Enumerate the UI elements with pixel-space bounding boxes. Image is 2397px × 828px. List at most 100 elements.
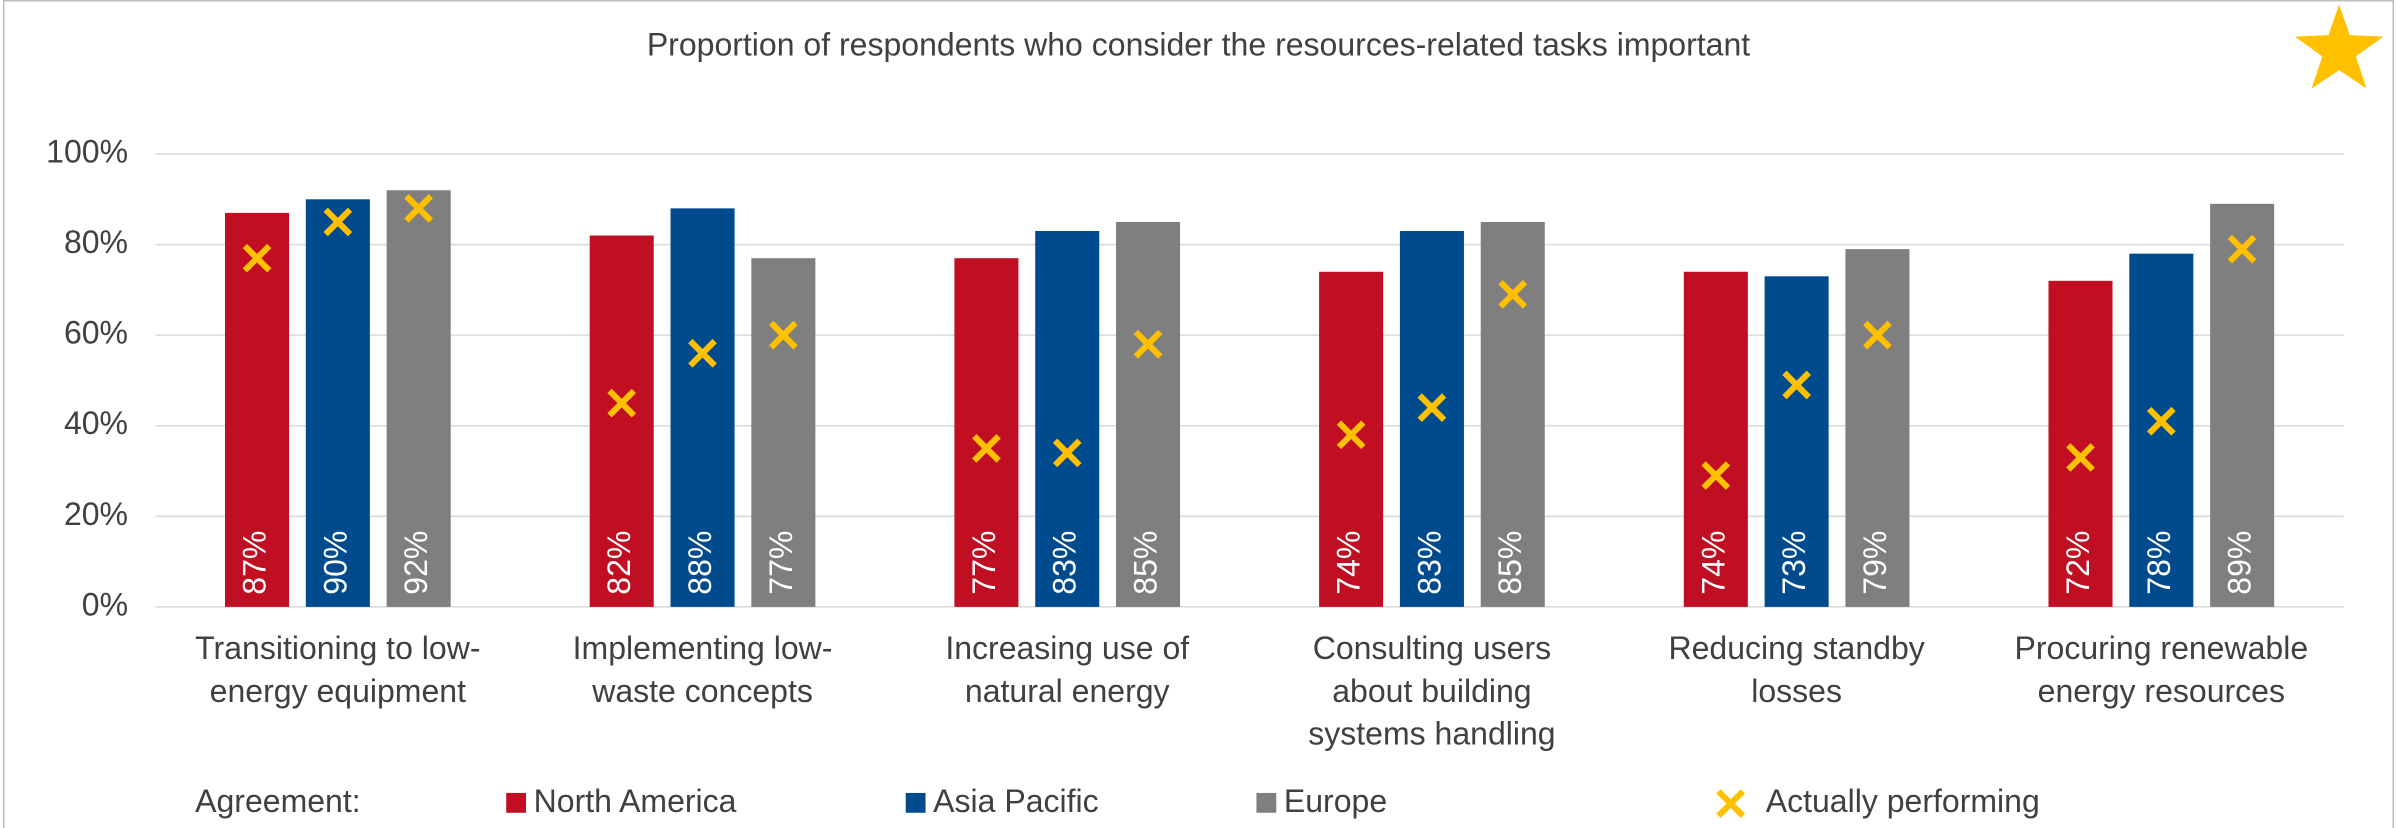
performing-marker-stroke — [1782, 370, 1811, 400]
x-tick-label-line: Implementing low- — [573, 631, 833, 667]
legend-marker — [1716, 789, 1746, 818]
performing-marker — [404, 194, 434, 223]
performing-marker — [972, 434, 1001, 463]
bar — [386, 190, 451, 607]
bar — [2129, 253, 2194, 607]
legend-label: Actually performing — [1766, 783, 2040, 819]
bar — [670, 208, 735, 607]
legend-label: Asia Pacific — [933, 783, 1098, 819]
performing-marker-stroke — [1336, 420, 1366, 450]
bar — [1319, 271, 1384, 607]
value-label: 88% — [682, 531, 718, 595]
performing-marker — [323, 207, 353, 237]
value-label: 73% — [1776, 531, 1812, 595]
x-tick-label-line: about building — [1332, 673, 1531, 709]
bar — [1116, 221, 1181, 607]
bar — [305, 199, 370, 607]
x-tick-label: Implementing low-waste concepts — [573, 631, 833, 710]
performing-marker-stroke — [2146, 406, 2176, 436]
x-tick-label-line: natural energy — [965, 673, 1170, 709]
performing-marker-stroke — [688, 338, 717, 368]
performing-marker — [1133, 329, 1163, 359]
x-tick-label-line: Consulting users — [1313, 631, 1551, 667]
performing-marker — [1498, 280, 1528, 309]
x-tick-label: Transitioning to low-energy equipment — [195, 631, 480, 710]
value-label: 87% — [236, 531, 272, 595]
performing-marker — [1052, 438, 1082, 468]
value-label: 85% — [1128, 531, 1164, 595]
y-tick-label: 60% — [64, 315, 128, 351]
value-label: 77% — [763, 531, 799, 595]
performing-marker-stroke — [1863, 320, 1892, 350]
bar — [954, 258, 1019, 607]
value-label: 74% — [1331, 531, 1367, 595]
performing-marker-stroke — [607, 388, 637, 418]
legend-marker-stroke — [1716, 789, 1746, 818]
x-tick-label-line: energy equipment — [210, 673, 466, 709]
x-tick-label-line: systems handling — [1308, 716, 1555, 752]
bar — [589, 235, 654, 607]
x-tick-label-line: waste concepts — [591, 673, 813, 709]
performing-marker-stroke — [323, 207, 353, 237]
performing-marker — [1701, 461, 1731, 490]
performing-marker-stroke — [1417, 393, 1447, 422]
performing-marker-stroke — [2066, 443, 2095, 472]
x-tick-label: Consulting users about building systems ha… — [1308, 631, 1555, 752]
performing-marker — [2146, 406, 2176, 436]
bar — [225, 212, 290, 607]
performing-marker — [1336, 420, 1366, 450]
value-label: 72% — [2060, 531, 2096, 595]
y-tick-label: 20% — [64, 496, 128, 532]
bar — [1399, 231, 1464, 607]
x-tick-label-line: Increasing use of — [945, 631, 1189, 667]
performing-marker — [2066, 443, 2095, 472]
bar — [1035, 231, 1100, 607]
chart-title: Proportion of respondents who consider t… — [647, 27, 1750, 63]
bar — [1764, 276, 1829, 607]
performing-marker — [769, 320, 798, 350]
performing-marker-stroke — [1498, 280, 1528, 309]
value-label: 89% — [2222, 531, 2258, 595]
y-tick-label: 0% — [82, 586, 128, 622]
bar — [751, 258, 816, 607]
legend-label: Europe — [1284, 783, 1387, 819]
value-label: 92% — [398, 531, 434, 595]
performing-marker-stroke — [972, 434, 1001, 463]
bar — [2210, 203, 2275, 607]
performing-marker — [242, 243, 272, 273]
performing-marker — [1417, 393, 1447, 422]
value-label: 79% — [1857, 531, 1893, 595]
x-tick-label: Procuring renewable energy resources — [2014, 631, 2308, 710]
value-label: 83% — [1047, 531, 1083, 595]
legend-swatch — [506, 792, 527, 813]
x-tick-label-line: Transitioning to low- — [195, 631, 480, 667]
performing-marker — [688, 338, 717, 368]
performing-marker-stroke — [1133, 329, 1163, 359]
performing-marker — [1782, 370, 1811, 400]
performing-marker — [607, 388, 637, 418]
star-icon — [2294, 4, 2384, 89]
bar — [1683, 271, 1748, 607]
x-tick-label-line: losses — [1751, 673, 1842, 709]
value-label: 82% — [601, 531, 637, 595]
x-tick-label: Increasing use of natural energy — [945, 631, 1189, 710]
value-label: 77% — [966, 531, 1002, 595]
x-tick-label-line: Procuring renewable — [2014, 631, 2308, 667]
performing-marker-stroke — [1052, 438, 1082, 468]
legend-swatch — [1256, 792, 1277, 813]
x-tick-label: Reducing standby losses — [1668, 631, 1924, 710]
legend-swatch — [905, 792, 926, 813]
x-tick-label-line: energy resources — [2038, 673, 2285, 709]
performing-marker — [2227, 234, 2257, 264]
x-tick-label-line: Reducing standby — [1668, 631, 1924, 667]
y-tick-label: 40% — [64, 405, 128, 441]
y-tick-label: 100% — [46, 133, 128, 169]
bar — [2048, 280, 2113, 607]
performing-marker-stroke — [242, 243, 272, 273]
value-label: 85% — [1492, 531, 1528, 595]
performing-marker-stroke — [769, 320, 798, 350]
value-label: 74% — [1695, 531, 1731, 595]
performing-marker — [1863, 320, 1892, 350]
value-label: 90% — [317, 531, 353, 595]
